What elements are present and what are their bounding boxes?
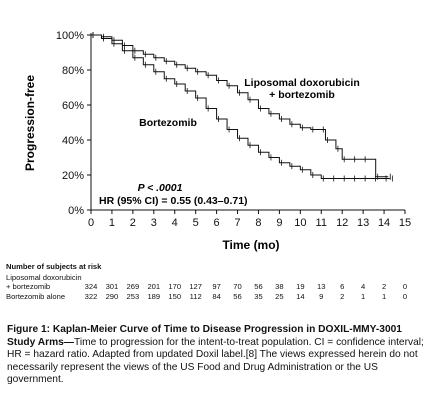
risk-count: 301 bbox=[105, 282, 119, 291]
y-tick-label: 80% bbox=[62, 65, 84, 77]
risk-count: 35 bbox=[254, 292, 263, 301]
y-tick-label: 0% bbox=[68, 205, 84, 217]
hr-annotation: HR (95% CI) = 0.55 (0.43–0.71) bbox=[99, 195, 248, 207]
risk-count: 56 bbox=[254, 282, 263, 291]
risk-row-label-combo-line1: Liposomal doxorubicin bbox=[6, 273, 82, 282]
x-tick-label: 15 bbox=[399, 217, 411, 229]
risk-count: 189 bbox=[147, 292, 161, 301]
risk-count: 112 bbox=[189, 292, 202, 301]
x-tick-label: 1 bbox=[109, 217, 115, 229]
risk-row-label-combo-line2: + bortezomib bbox=[6, 282, 51, 291]
x-tick-label: 5 bbox=[193, 217, 199, 229]
risk-count: 9 bbox=[319, 292, 324, 301]
series-layer bbox=[91, 32, 393, 182]
risk-count: 201 bbox=[147, 282, 161, 291]
risk-count: 269 bbox=[126, 282, 140, 291]
x-tick-label: 10 bbox=[294, 217, 306, 229]
km-curve-bortezomib bbox=[91, 34, 391, 179]
risk-count: 253 bbox=[126, 292, 140, 301]
risk-row-bortezomib: 322 290 253 189 150 112 84 56 35 25 14 9 2 1 1 0 bbox=[6, 292, 432, 302]
risk-count: 324 bbox=[84, 282, 98, 291]
x-axis-label: Time (mo) bbox=[222, 238, 279, 252]
x-tick-label: 13 bbox=[357, 217, 369, 229]
y-tick-label: 20% bbox=[62, 170, 84, 182]
risk-count: 322 bbox=[84, 292, 98, 301]
risk-count: 14 bbox=[296, 292, 305, 301]
x-tick-label: 4 bbox=[172, 217, 178, 229]
x-tick-label: 14 bbox=[378, 217, 390, 229]
p-value-annotation: P < .0001 bbox=[138, 182, 183, 194]
risk-count: 2 bbox=[381, 282, 387, 291]
risk-count: 25 bbox=[275, 292, 284, 301]
risk-count: 6 bbox=[340, 282, 345, 291]
caption-title: Figure 1: Kaplan-Meier Curve of Time to … bbox=[7, 324, 402, 348]
risk-table-title: Number of subjects at risk bbox=[6, 262, 102, 271]
risk-count: 97 bbox=[212, 282, 221, 291]
x-tick-label: 7 bbox=[234, 217, 240, 229]
x-tick-label: 2 bbox=[130, 217, 136, 229]
km-curve-combo bbox=[91, 34, 389, 178]
series-label-combo-line1: Liposomal doxorubicin bbox=[244, 77, 360, 89]
risk-count: 0 bbox=[402, 292, 408, 301]
risk-count: 290 bbox=[105, 292, 119, 301]
risk-count: 70 bbox=[233, 282, 242, 291]
figure-panel: 0 1 2 3 4 5 6 7 8 9 10 11 12 13 14 15 0% 20% 40% 60% 80% 100%… bbox=[6, 30, 432, 302]
x-tick-label: 11 bbox=[316, 217, 327, 229]
series-label-combo-line2: + bortezomib bbox=[269, 89, 335, 101]
risk-count: 170 bbox=[168, 282, 182, 291]
x-tick-label: 0 bbox=[88, 217, 94, 229]
plot-axes: 0 1 2 3 4 5 6 7 8 9 10 11 12 13 14 150%20%40%60%80%100% bbox=[56, 30, 411, 229]
caption-body: Time to progression for the intent-to-tr… bbox=[7, 336, 424, 386]
risk-count: 19 bbox=[296, 282, 305, 291]
x-tick-label: 3 bbox=[151, 217, 157, 229]
y-tick-label: 100% bbox=[56, 30, 84, 42]
risk-count: 56 bbox=[233, 292, 242, 301]
risk-count: 1 bbox=[361, 292, 366, 301]
labels-layer: Progression-free Time (mo) Liposomal dox… bbox=[23, 75, 360, 252]
risk-count: 150 bbox=[168, 292, 182, 301]
x-tick-label: 8 bbox=[255, 217, 261, 229]
y-tick-label: 40% bbox=[62, 135, 84, 147]
risk-count: 127 bbox=[189, 282, 202, 291]
km-plot: 0 1 2 3 4 5 6 7 8 9 10 11 12 13 14 150%20%40%60%80%100%… bbox=[23, 30, 411, 252]
x-tick-label: 9 bbox=[276, 217, 282, 229]
risk-count: 13 bbox=[317, 282, 326, 291]
risk-count: 2 bbox=[340, 292, 345, 301]
risk-count: 4 bbox=[361, 282, 366, 291]
series-label-bortezomib: Bortezomib bbox=[139, 117, 197, 129]
x-tick-label: 6 bbox=[214, 217, 220, 229]
risk-row-combo: 324 301 269 201 170 127 97 70 56 38 19 13 6 4 2 0 bbox=[6, 282, 432, 292]
y-axis-label: Progression-free bbox=[23, 75, 37, 171]
figure-caption: Figure 1: Kaplan-Meier Curve of Time to … bbox=[7, 324, 427, 387]
risk-row-label-bortezomib: Bortezomib alone bbox=[6, 292, 66, 301]
risk-count: 0 bbox=[402, 282, 408, 291]
y-tick-label: 60% bbox=[62, 100, 84, 112]
x-tick-label: 12 bbox=[336, 217, 348, 229]
risk-count: 1 bbox=[381, 292, 387, 301]
risk-count: 38 bbox=[275, 282, 284, 291]
risk-count: 84 bbox=[212, 292, 221, 301]
